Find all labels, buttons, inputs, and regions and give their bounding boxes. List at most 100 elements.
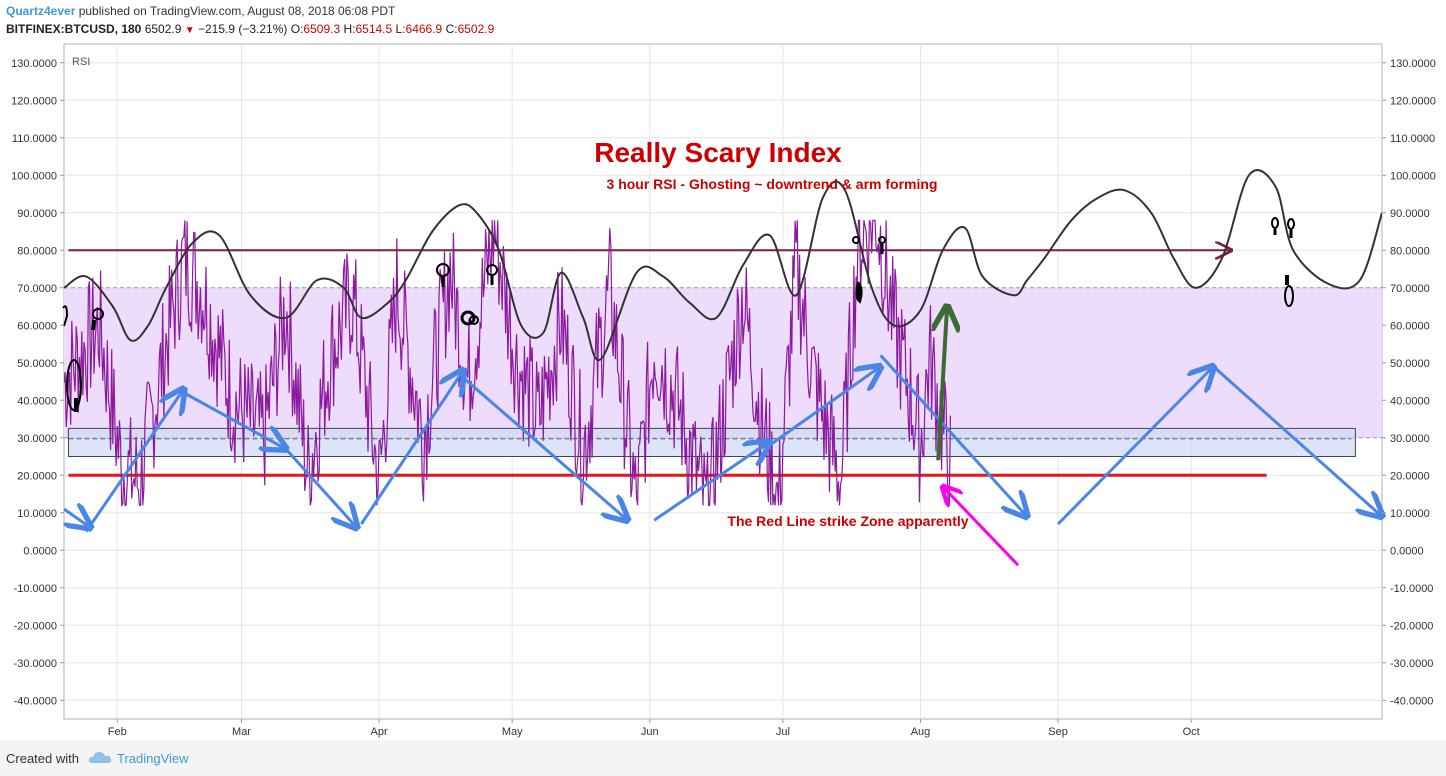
y-tick-label: -20.0000 (1390, 620, 1433, 632)
blue-trend-arrow (653, 442, 769, 522)
x-tick-label: Aug (911, 726, 931, 738)
open-label: O: (290, 22, 304, 36)
symbol-header: BITFINEX:BTCUSD, 180 6502.9 ▼ −215.9 (−3… (6, 22, 494, 36)
footer-bar: Created with TradingView (0, 740, 1446, 776)
y-tick-label: 130.0000 (11, 58, 57, 70)
y-tick-label: 10.0000 (1390, 508, 1430, 520)
x-axis: Feb Mar Apr May Jun Jul Aug Sep Oct (108, 719, 1200, 738)
high-value: 6514.5 (355, 22, 393, 36)
chart-title: Really Scary Index (594, 137, 842, 168)
y-tick-label: 40.0000 (1390, 395, 1430, 407)
y-tick-label: -40.0000 (1390, 695, 1433, 707)
y-tick-label: 70.0000 (1390, 283, 1430, 295)
y-tick-label: 100.0000 (11, 170, 57, 182)
y-tick-label: 30.0000 (17, 433, 57, 445)
y-tick-label: 20.0000 (17, 470, 57, 482)
tradingview-cloud-icon (88, 752, 112, 763)
y-tick-label: 120.0000 (11, 95, 57, 107)
price-change: −215.9 (−3.21%) (198, 22, 288, 36)
indicator-label: RSI (72, 56, 90, 68)
y-tick-label: -20.0000 (14, 620, 57, 632)
trend-arrows (64, 354, 1382, 533)
y-tick-label: 100.0000 (1390, 170, 1436, 182)
bulb-icon (62, 305, 69, 327)
y-tick-label: 80.0000 (17, 245, 57, 257)
y-tick-label: 10.0000 (17, 508, 57, 520)
bulb-icon (855, 281, 863, 304)
y-tick-label: 0.0000 (23, 545, 57, 557)
publish-header: Quartz4ever published on TradingView.com… (6, 4, 395, 18)
x-tick-label: Jul (776, 726, 790, 738)
y-tick-label: 50.0000 (1390, 358, 1430, 370)
x-tick-label: Mar (232, 726, 251, 738)
y-tick-label: 20.0000 (1390, 470, 1430, 482)
y-tick-label: 130.0000 (1390, 58, 1436, 70)
bulb-icon (460, 310, 479, 326)
y-tick-label: 30.0000 (1390, 433, 1430, 445)
blue-trend-arrow (768, 367, 881, 447)
y-tick-label: 120.0000 (1390, 95, 1436, 107)
publish-text: published on TradingView.com, August 08,… (75, 4, 396, 18)
blue-trend-arrow (879, 354, 1027, 516)
blue-trend-arrow (457, 372, 628, 520)
y-tick-label: 0.0000 (1390, 545, 1424, 557)
bulb-icon (852, 236, 860, 244)
y-tick-label: -10.0000 (1390, 583, 1433, 595)
y-tick-label: 110.0000 (1390, 133, 1435, 145)
chart-subtitle: 3 hour RSI - Ghosting ~ downtrend & arm … (607, 176, 938, 192)
down-triangle-icon: ▼ (184, 25, 195, 36)
magenta-pointer-arrow (943, 487, 1020, 567)
x-tick-label: May (502, 726, 523, 738)
x-tick-label: Oct (1183, 726, 1200, 738)
y-tick-label: 110.0000 (12, 133, 57, 145)
rsi-chart[interactable]: RSI Really Scary Index 3 hour RSI - Ghos… (0, 0, 1446, 740)
bulb-icon (486, 264, 498, 285)
x-tick-label: Sep (1048, 726, 1068, 738)
blue-trend-arrow (1056, 367, 1213, 526)
blue-trend-arrow (84, 389, 184, 533)
blue-trend-arrow (64, 509, 91, 528)
y-tick-label: 50.0000 (17, 358, 57, 370)
created-with-label: Created with (6, 751, 79, 766)
open-value: 6509.3 (303, 22, 341, 36)
blue-trend-arrow (183, 391, 286, 449)
low-label: L: (395, 22, 406, 36)
y-tick-label: 40.0000 (17, 395, 57, 407)
author-link[interactable]: Quartz4ever (6, 4, 76, 18)
high-label: H: (343, 22, 356, 36)
bulb-icon (1271, 217, 1279, 235)
y-axis-right: 130.0000 120.0000 110.0000 100.0000 90.0000 8… (1382, 58, 1436, 707)
rsi-series-line (64, 219, 951, 507)
red-line-annotation: The Red Line strike Zone apparently (727, 513, 968, 529)
low-value: 6466.9 (405, 22, 443, 36)
y-tick-label: 80.0000 (1390, 245, 1430, 257)
blue-trend-arrow (284, 447, 357, 528)
close-label: C: (445, 22, 458, 36)
y-axis-left: 130.0000 120.0000 110.0000 100.0000 90.0000 8… (11, 58, 64, 707)
y-tick-label: 60.0000 (1390, 320, 1430, 332)
bulb-icon (66, 359, 82, 412)
y-tick-label: 60.0000 (17, 320, 57, 332)
x-tick-label: Jun (641, 726, 659, 738)
tradingview-brand-link[interactable]: TradingView (117, 751, 189, 766)
bulb-icon (436, 263, 450, 287)
y-tick-label: -40.0000 (14, 695, 57, 707)
green-up-arrow (938, 307, 947, 461)
y-tick-label: 70.0000 (17, 283, 57, 295)
last-price: 6502.9 (144, 22, 182, 36)
close-value: 6502.9 (457, 22, 495, 36)
x-tick-label: Feb (108, 726, 127, 738)
y-tick-label: 90.0000 (1390, 208, 1430, 220)
x-tick-label: Apr (371, 726, 388, 738)
bulb-doodles (62, 217, 1295, 412)
blue-trend-arrow (1212, 365, 1382, 517)
bulb-icon (878, 236, 886, 254)
bulb-icon (91, 308, 104, 331)
blue-trend-arrow (360, 370, 463, 525)
y-tick-label: -30.0000 (14, 658, 57, 670)
ghost-wave-line (64, 169, 1382, 361)
bulb-icon (1284, 275, 1294, 307)
symbol-label: BITFINEX:BTCUSD, 180 (6, 22, 142, 36)
y-tick-label: -30.0000 (1390, 658, 1433, 670)
y-tick-label: -10.0000 (14, 583, 57, 595)
